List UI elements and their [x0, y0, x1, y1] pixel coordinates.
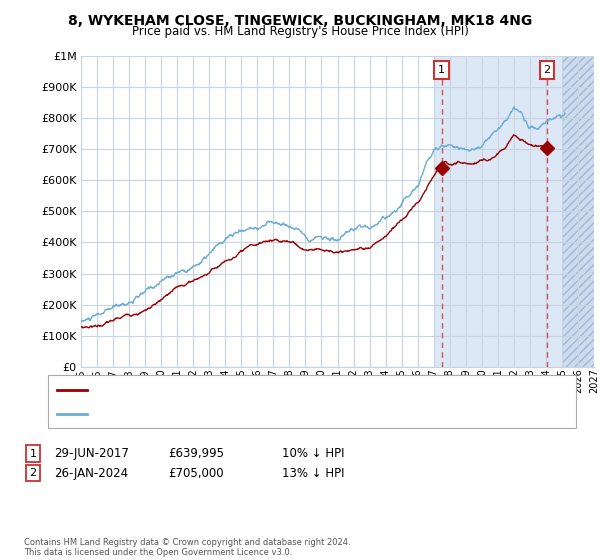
Text: Contains HM Land Registry data © Crown copyright and database right 2024.
This d: Contains HM Land Registry data © Crown c… [24, 538, 350, 557]
Text: 1: 1 [438, 65, 445, 75]
Bar [434, 56, 594, 367]
Bar [562, 56, 594, 367]
Text: 13% ↓ HPI: 13% ↓ HPI [282, 466, 344, 480]
Text: 1: 1 [29, 449, 37, 459]
Text: 26-JAN-2024: 26-JAN-2024 [54, 466, 128, 480]
Text: 8, WYKEHAM CLOSE, TINGEWICK, BUCKINGHAM, MK18 4NG (detached house): 8, WYKEHAM CLOSE, TINGEWICK, BUCKINGHAM,… [93, 385, 497, 395]
Text: HPI: Average price, detached house, Buckinghamshire: HPI: Average price, detached house, Buck… [93, 408, 377, 418]
Text: Price paid vs. HM Land Registry's House Price Index (HPI): Price paid vs. HM Land Registry's House … [131, 25, 469, 38]
Text: 2: 2 [29, 468, 37, 478]
Text: 10% ↓ HPI: 10% ↓ HPI [282, 447, 344, 460]
Text: £705,000: £705,000 [168, 466, 224, 480]
Text: 2: 2 [544, 65, 551, 75]
Text: 29-JUN-2017: 29-JUN-2017 [54, 447, 129, 460]
Text: 8, WYKEHAM CLOSE, TINGEWICK, BUCKINGHAM, MK18 4NG: 8, WYKEHAM CLOSE, TINGEWICK, BUCKINGHAM,… [68, 14, 532, 28]
Text: £639,995: £639,995 [168, 447, 224, 460]
